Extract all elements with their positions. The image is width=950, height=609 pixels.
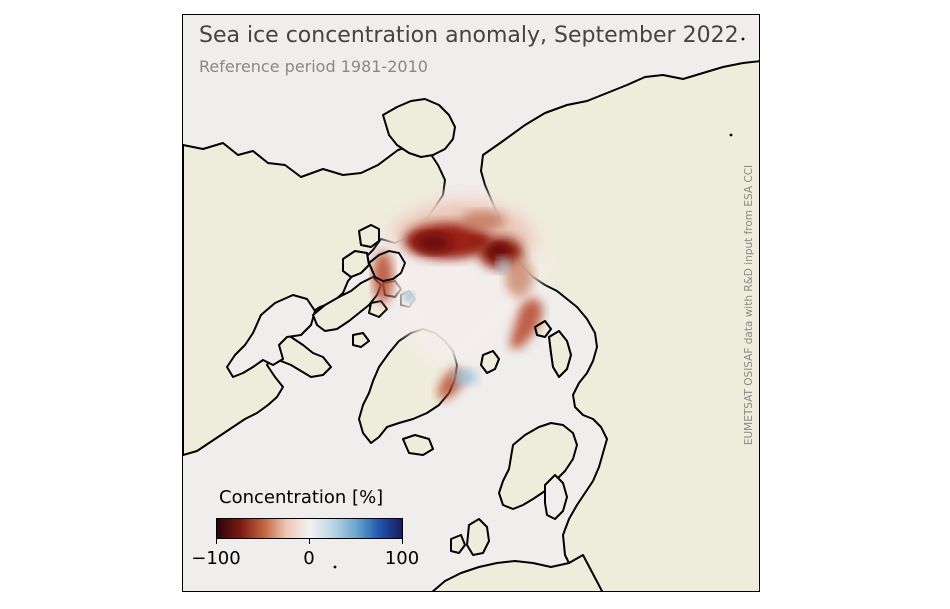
colorbar-label-mid: 0 (303, 548, 315, 569)
land-europe (431, 554, 604, 591)
island-dot (729, 133, 733, 137)
map-frame: Sea ice concentration anomaly, September… (182, 14, 760, 592)
land-small-islands-4 (352, 332, 370, 348)
baltic-sea (544, 474, 568, 520)
colorbar-label-max: 100 (384, 548, 420, 569)
sea-ice-anomaly (373, 193, 545, 401)
land-ireland (450, 534, 466, 554)
island-dot (333, 565, 337, 569)
colorbar-tick-min (216, 539, 217, 544)
legend-title: Concentration [%] (219, 487, 384, 508)
land-chukotka (382, 98, 456, 158)
map-title: Sea ice concentration anomaly, September… (199, 23, 739, 48)
map-subtitle: Reference period 1981-2010 (199, 57, 428, 76)
colorbar-label-min: −100 (191, 548, 241, 569)
map-canvas (183, 15, 759, 591)
land-great-britain (466, 518, 490, 556)
colorbar (216, 518, 403, 539)
coastline-arctic-islands (342, 224, 572, 378)
island-dot (741, 37, 745, 41)
colorbar-tick-mid (309, 539, 310, 544)
land-small-islands-3 (368, 300, 388, 318)
colorbar-tick-max (402, 539, 403, 544)
land-iceland (402, 434, 434, 456)
hudson-bay (226, 294, 316, 378)
data-credit: EUMETSAT OSISAF data with R&D input from… (743, 164, 755, 446)
